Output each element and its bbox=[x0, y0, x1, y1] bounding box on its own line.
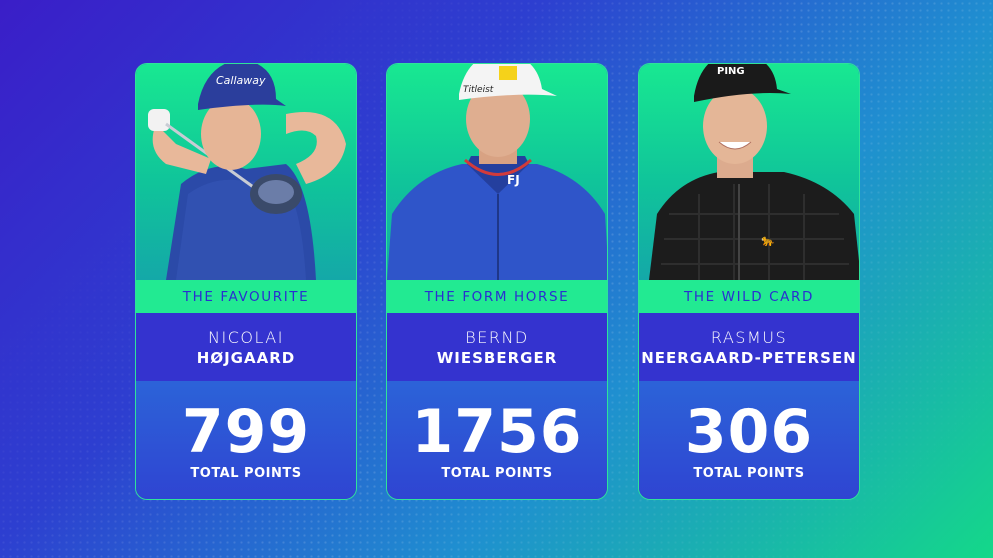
player-card-wiesberger: FJ Titleist THE FORM HORSE BERND WIESBER… bbox=[386, 63, 608, 500]
golfer-illustration: Callaway bbox=[148, 64, 346, 280]
cap-logo-text: PING bbox=[717, 66, 745, 77]
player-photo: FJ Titleist bbox=[387, 64, 607, 280]
player-first-name: BERND bbox=[465, 327, 529, 347]
golfer-illustration: 🐆 PING bbox=[649, 64, 859, 280]
player-first-name: NICOLAI bbox=[208, 327, 284, 347]
card-category-label: THE FORM HORSE bbox=[387, 280, 607, 313]
golfer-illustration: FJ Titleist bbox=[387, 64, 607, 280]
player-name: BERND WIESBERGER bbox=[387, 313, 607, 381]
points-label: TOTAL POINTS bbox=[693, 465, 805, 481]
points-value: 799 bbox=[181, 396, 311, 467]
player-card-neergaard-petersen: 🐆 PING THE WILD CARD RASMUS NEERGAARD-PE… bbox=[638, 63, 860, 500]
player-photo: Callaway bbox=[136, 64, 356, 280]
puma-logo: 🐆 bbox=[761, 234, 775, 247]
player-photo: 🐆 PING bbox=[639, 64, 859, 280]
points-value: 306 bbox=[684, 396, 814, 467]
points-section: 799 TOTAL POINTS bbox=[136, 381, 356, 499]
player-card-hojgaard: Callaway THE FAVOURITE NICOLAI HØJGAARD … bbox=[135, 63, 357, 500]
fj-logo-text: FJ bbox=[507, 173, 520, 187]
cap-logo-text: Titleist bbox=[463, 85, 494, 95]
player-last-name: HØJGAARD bbox=[196, 348, 296, 367]
points-section: 306 TOTAL POINTS bbox=[639, 381, 859, 499]
player-last-name: NEERGAARD-PETERSEN bbox=[641, 348, 857, 367]
player-name: NICOLAI HØJGAARD bbox=[136, 313, 356, 381]
card-category-label: THE FAVOURITE bbox=[136, 280, 356, 313]
player-first-name: RASMUS bbox=[710, 327, 788, 347]
card-category-label: THE WILD CARD bbox=[639, 280, 859, 313]
points-label: TOTAL POINTS bbox=[190, 465, 302, 481]
player-last-name: WIESBERGER bbox=[436, 348, 558, 367]
points-value: 1756 bbox=[411, 396, 583, 467]
cap-logo-text: Callaway bbox=[216, 74, 266, 87]
points-label: TOTAL POINTS bbox=[441, 465, 553, 481]
player-name: RASMUS NEERGAARD-PETERSEN bbox=[639, 313, 859, 381]
points-section: 1756 TOTAL POINTS bbox=[387, 381, 607, 499]
